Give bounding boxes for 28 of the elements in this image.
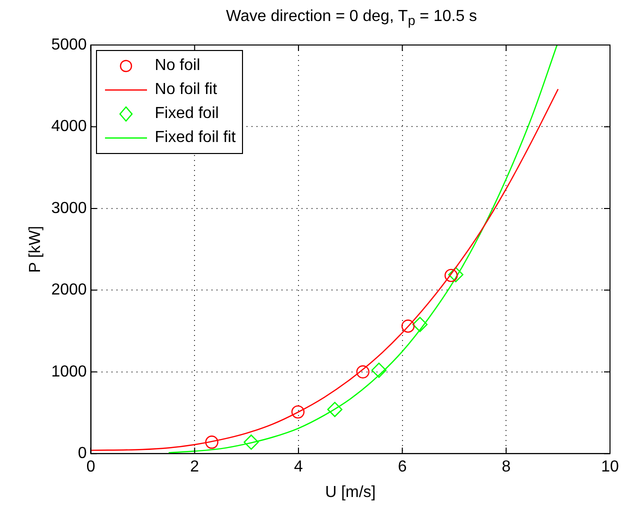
y-tick-label: 5000: [51, 36, 87, 54]
legend-label: Fixed foil fit: [154, 129, 236, 147]
chart-title: Wave direction = 0 deg, T$_{p}$ = 10.5 s: [224, 8, 478, 28]
x-tick-label: 8: [502, 458, 511, 476]
y-tick-label: 4000: [51, 118, 87, 136]
point: [444, 268, 458, 282]
legend-label: Fixed foil: [154, 105, 219, 123]
y-tick-label: 3000: [51, 200, 87, 217]
legend-label: No foil fit: [154, 81, 218, 99]
point: [291, 405, 305, 419]
point: [401, 320, 415, 333]
y-tick-label: 1000: [51, 363, 87, 380]
point: [371, 362, 387, 378]
point: [244, 434, 259, 450]
point: [327, 402, 342, 418]
x-tick-label: 6: [398, 458, 407, 476]
y-tick-label: 2000: [51, 282, 87, 299]
point: [356, 365, 370, 378]
point: [205, 436, 218, 449]
y-axis-title: P [kW]: [27, 226, 44, 273]
y-tick-label: 0: [78, 445, 87, 462]
legend-label: No foil: [154, 57, 200, 75]
x-tick-label: 10: [601, 458, 619, 476]
x-tick-label: 4: [294, 458, 304, 476]
x-axis-title: U [m/s]: [325, 484, 376, 501]
x-tick-label: 2: [190, 458, 200, 476]
point: [412, 316, 428, 332]
point: [448, 267, 464, 282]
